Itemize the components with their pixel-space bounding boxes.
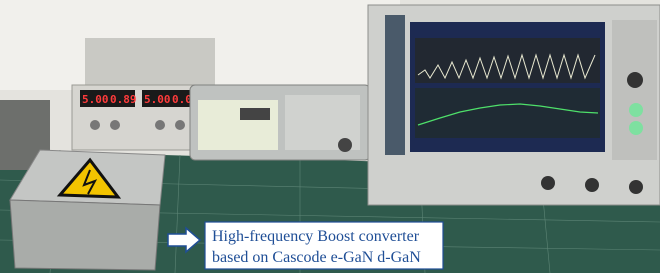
function-generator bbox=[190, 85, 370, 160]
converter-box bbox=[10, 150, 165, 270]
caption-line: High-frequency Boost converter bbox=[212, 228, 420, 245]
photo: 5.00 0.89 5.00 0.00 High-frequency Boost… bbox=[0, 0, 660, 273]
caption-line: based on Cascode e-GaN d-GaN bbox=[212, 249, 421, 266]
display-value: 0.89 bbox=[110, 93, 137, 106]
oscilloscope bbox=[368, 5, 660, 205]
page: {"photo": {"caption": ["High-frequency B… bbox=[0, 0, 660, 273]
display-value: 5.00 bbox=[144, 93, 171, 106]
display-value: 5.00 bbox=[82, 93, 109, 106]
